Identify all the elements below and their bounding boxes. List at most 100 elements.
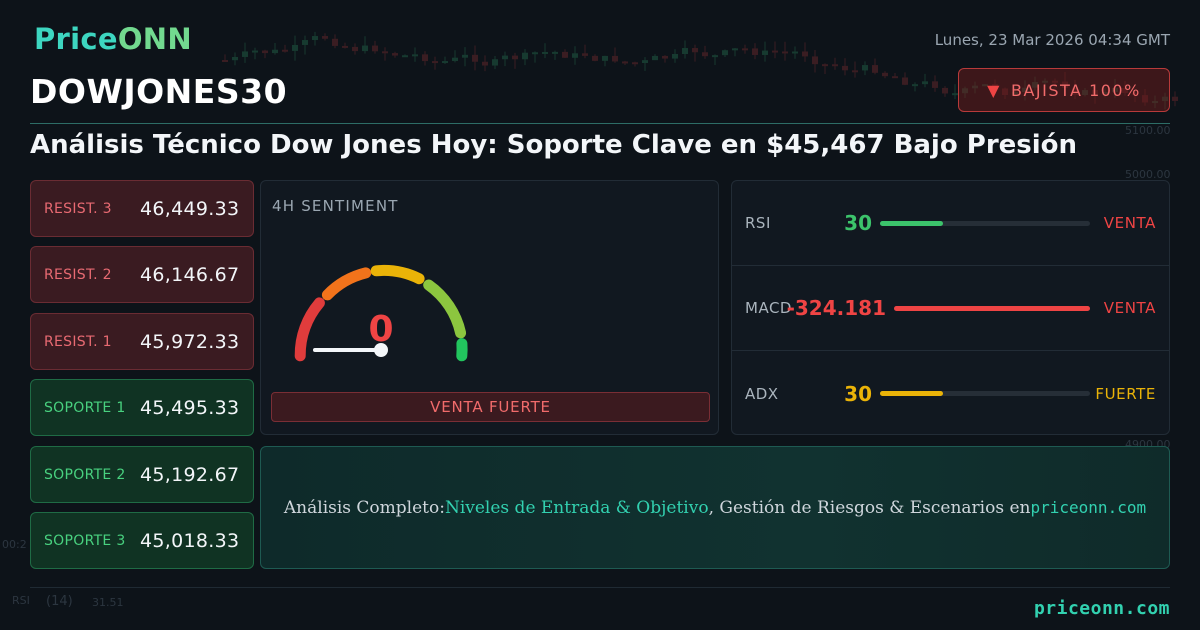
indicator-signal: VENTA (1103, 299, 1156, 317)
promo-prefix: Análisis Completo: (283, 497, 445, 518)
bg-candle-body (982, 84, 988, 87)
sentiment-value: 0 (368, 309, 394, 350)
logo[interactable]: PriceONN (34, 22, 192, 56)
bg-rsi-period: (14) (46, 594, 73, 609)
bg-candle-body (552, 51, 558, 54)
indicator-rsi: RSI 30 VENTA (732, 181, 1169, 266)
level-resist-1: RESIST. 1 45,972.33 (30, 313, 254, 370)
bg-rsi-value: 31.51 (92, 596, 124, 609)
bg-candle-body (1062, 81, 1068, 88)
level-label: RESIST. 1 (44, 333, 112, 350)
bg-candle-body (882, 72, 888, 77)
bg-price-label: 5000.00 (1125, 168, 1171, 181)
promo-highlight: Niveles de Entrada & Objetivo (444, 497, 709, 518)
gauge-segment-orange (321, 267, 372, 301)
indicator-value: -324.181 (786, 296, 886, 320)
bg-candle-body (272, 49, 278, 54)
level-value: 46,146.67 (140, 263, 240, 286)
indicator-signal: FUERTE (1095, 384, 1156, 403)
bg-candle-body (772, 50, 778, 53)
bg-candle-body (652, 55, 658, 61)
bg-candle-body (232, 56, 238, 61)
bg-candle-body (662, 55, 668, 59)
bg-candle-body (892, 76, 898, 79)
logo-part-onn: ONN (117, 22, 192, 56)
bg-candle-body (422, 54, 428, 62)
trend-label: BAJISTA 100% (1010, 80, 1141, 100)
bg-candle-body (562, 51, 568, 58)
bg-candle-body (442, 61, 448, 64)
bg-candle-body (1142, 95, 1148, 103)
bg-candle-body (782, 51, 788, 54)
bg-candle-body (1102, 91, 1108, 95)
level-value: 45,018.33 (140, 529, 240, 552)
bg-candle-body (1012, 92, 1018, 96)
bg-candle-body (1122, 88, 1128, 93)
gauge-hub (374, 343, 388, 357)
header-divider (30, 123, 1170, 124)
bg-candle-body (1072, 87, 1078, 95)
sentiment-gauge (294, 264, 468, 362)
bg-candle-body (822, 64, 828, 67)
bg-candle-body (332, 38, 338, 46)
indicator-value: 30 (844, 211, 872, 235)
gauge-segment-yellow (370, 264, 425, 285)
page-title: Análisis Técnico Dow Jones Hoy: Soporte … (30, 130, 1078, 160)
bg-price-label: 5100.00 (1125, 124, 1171, 137)
bg-candle-body (952, 93, 958, 96)
level-label: SOPORTE 3 (44, 532, 126, 549)
bg-candle-body (502, 55, 508, 60)
sentiment-title: 4H SENTIMENT (272, 197, 399, 215)
bg-candle-body (1172, 96, 1178, 101)
bg-candle-body (572, 53, 578, 58)
bg-candle-body (1092, 90, 1098, 95)
logo-part-price: Price (34, 22, 118, 56)
bg-candle-body (542, 51, 548, 54)
bg-candle-body (922, 81, 928, 85)
promo-banner[interactable]: Análisis Completo: Niveles de Entrada & … (260, 446, 1170, 569)
level-resist-3: RESIST. 3 46,449.33 (30, 180, 254, 237)
bg-candle-body (1002, 88, 1008, 96)
bg-candle-body (282, 49, 288, 52)
bg-candle-body (242, 51, 248, 57)
bg-candle-body (972, 85, 978, 89)
bg-candle-body (482, 61, 488, 66)
indicator-fill (880, 220, 943, 226)
bg-candle-body (522, 52, 528, 60)
down-arrow-icon: ▼ (987, 80, 1001, 100)
bg-candle-body (702, 52, 708, 57)
timestamp: Lunes, 23 Mar 2026 04:34 GMT (934, 31, 1170, 49)
bg-candle-body (312, 36, 318, 41)
bg-candle-body (862, 65, 868, 71)
sentiment-label-button[interactable]: VENTA FUERTE (271, 392, 710, 422)
bg-candle-body (372, 45, 378, 52)
bg-candle-body (872, 65, 878, 73)
indicator-track (880, 220, 1090, 226)
level-support-2: SOPORTE 2 45,192.67 (30, 446, 254, 503)
bg-candle-body (752, 48, 758, 55)
bg-candle-body (352, 46, 358, 52)
bg-candle-body (792, 51, 798, 54)
bg-candle-body (222, 60, 228, 62)
bg-candle-body (962, 88, 968, 94)
level-support-3: SOPORTE 3 45,018.33 (30, 512, 254, 569)
bg-candle-body (852, 70, 858, 73)
bg-candle-body (1042, 80, 1048, 83)
promo-site-link[interactable]: priceonn.com (1030, 498, 1147, 517)
footer-site-link[interactable]: priceonn.com (1033, 598, 1170, 619)
bg-time-label: 00:2 (2, 538, 27, 551)
bg-candle-body (382, 51, 388, 54)
indicator-value: 30 (844, 381, 872, 406)
bg-candle-body (392, 53, 398, 56)
level-value: 46,449.33 (140, 197, 240, 220)
bg-candle-body (342, 45, 348, 48)
bg-candle-body (1112, 88, 1118, 92)
gauge-segment-lightgreen (423, 279, 467, 339)
sentiment-panel: 4H SENTIMENT 0 VENTA FUERTE (260, 180, 719, 435)
bg-candle-body (1162, 96, 1168, 102)
indicator-adx: ADX 30 FUERTE (732, 351, 1169, 436)
bg-candle-body (932, 81, 938, 88)
indicator-fill (880, 391, 943, 396)
